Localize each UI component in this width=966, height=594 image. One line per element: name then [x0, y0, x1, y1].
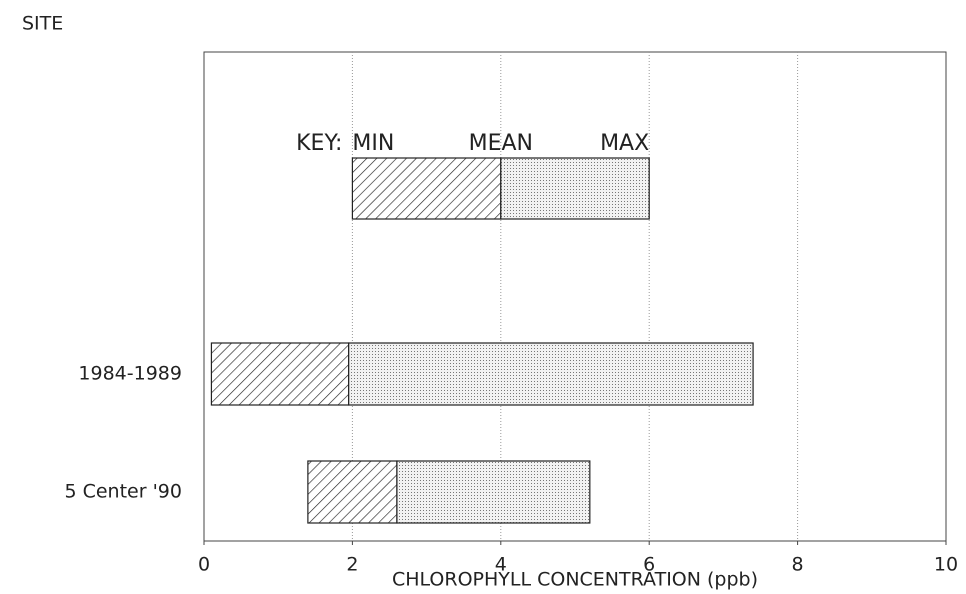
- mean-max-segment: [500, 157, 650, 220]
- plot-frame: [203, 51, 947, 542]
- mean-max-segment: [348, 342, 754, 406]
- min-mean-segment: [307, 460, 398, 524]
- x-tick-label: 4: [495, 554, 507, 576]
- y-tick-label: 1984-1989: [78, 363, 182, 385]
- x-tick-label: 8: [792, 554, 804, 576]
- x-axis-label: CHLOROPHYLL CONCENTRATION (ppb): [392, 569, 758, 591]
- min-mean-segment: [351, 157, 502, 220]
- key-label: MIN: [352, 131, 394, 156]
- key-label: MEAN: [469, 131, 533, 156]
- x-tick-label: 0: [198, 554, 210, 576]
- mean-max-segment: [396, 460, 591, 524]
- x-tick-label: 6: [643, 554, 655, 576]
- x-tick-label: 2: [346, 554, 358, 576]
- x-tick-label: 10: [934, 554, 958, 576]
- y-tick-label: 5 Center '90: [64, 481, 182, 503]
- key-title: KEY:: [296, 131, 342, 156]
- key-label: MAX: [600, 131, 649, 156]
- y-axis-label: SITE: [22, 13, 63, 35]
- min-mean-segment: [210, 342, 350, 406]
